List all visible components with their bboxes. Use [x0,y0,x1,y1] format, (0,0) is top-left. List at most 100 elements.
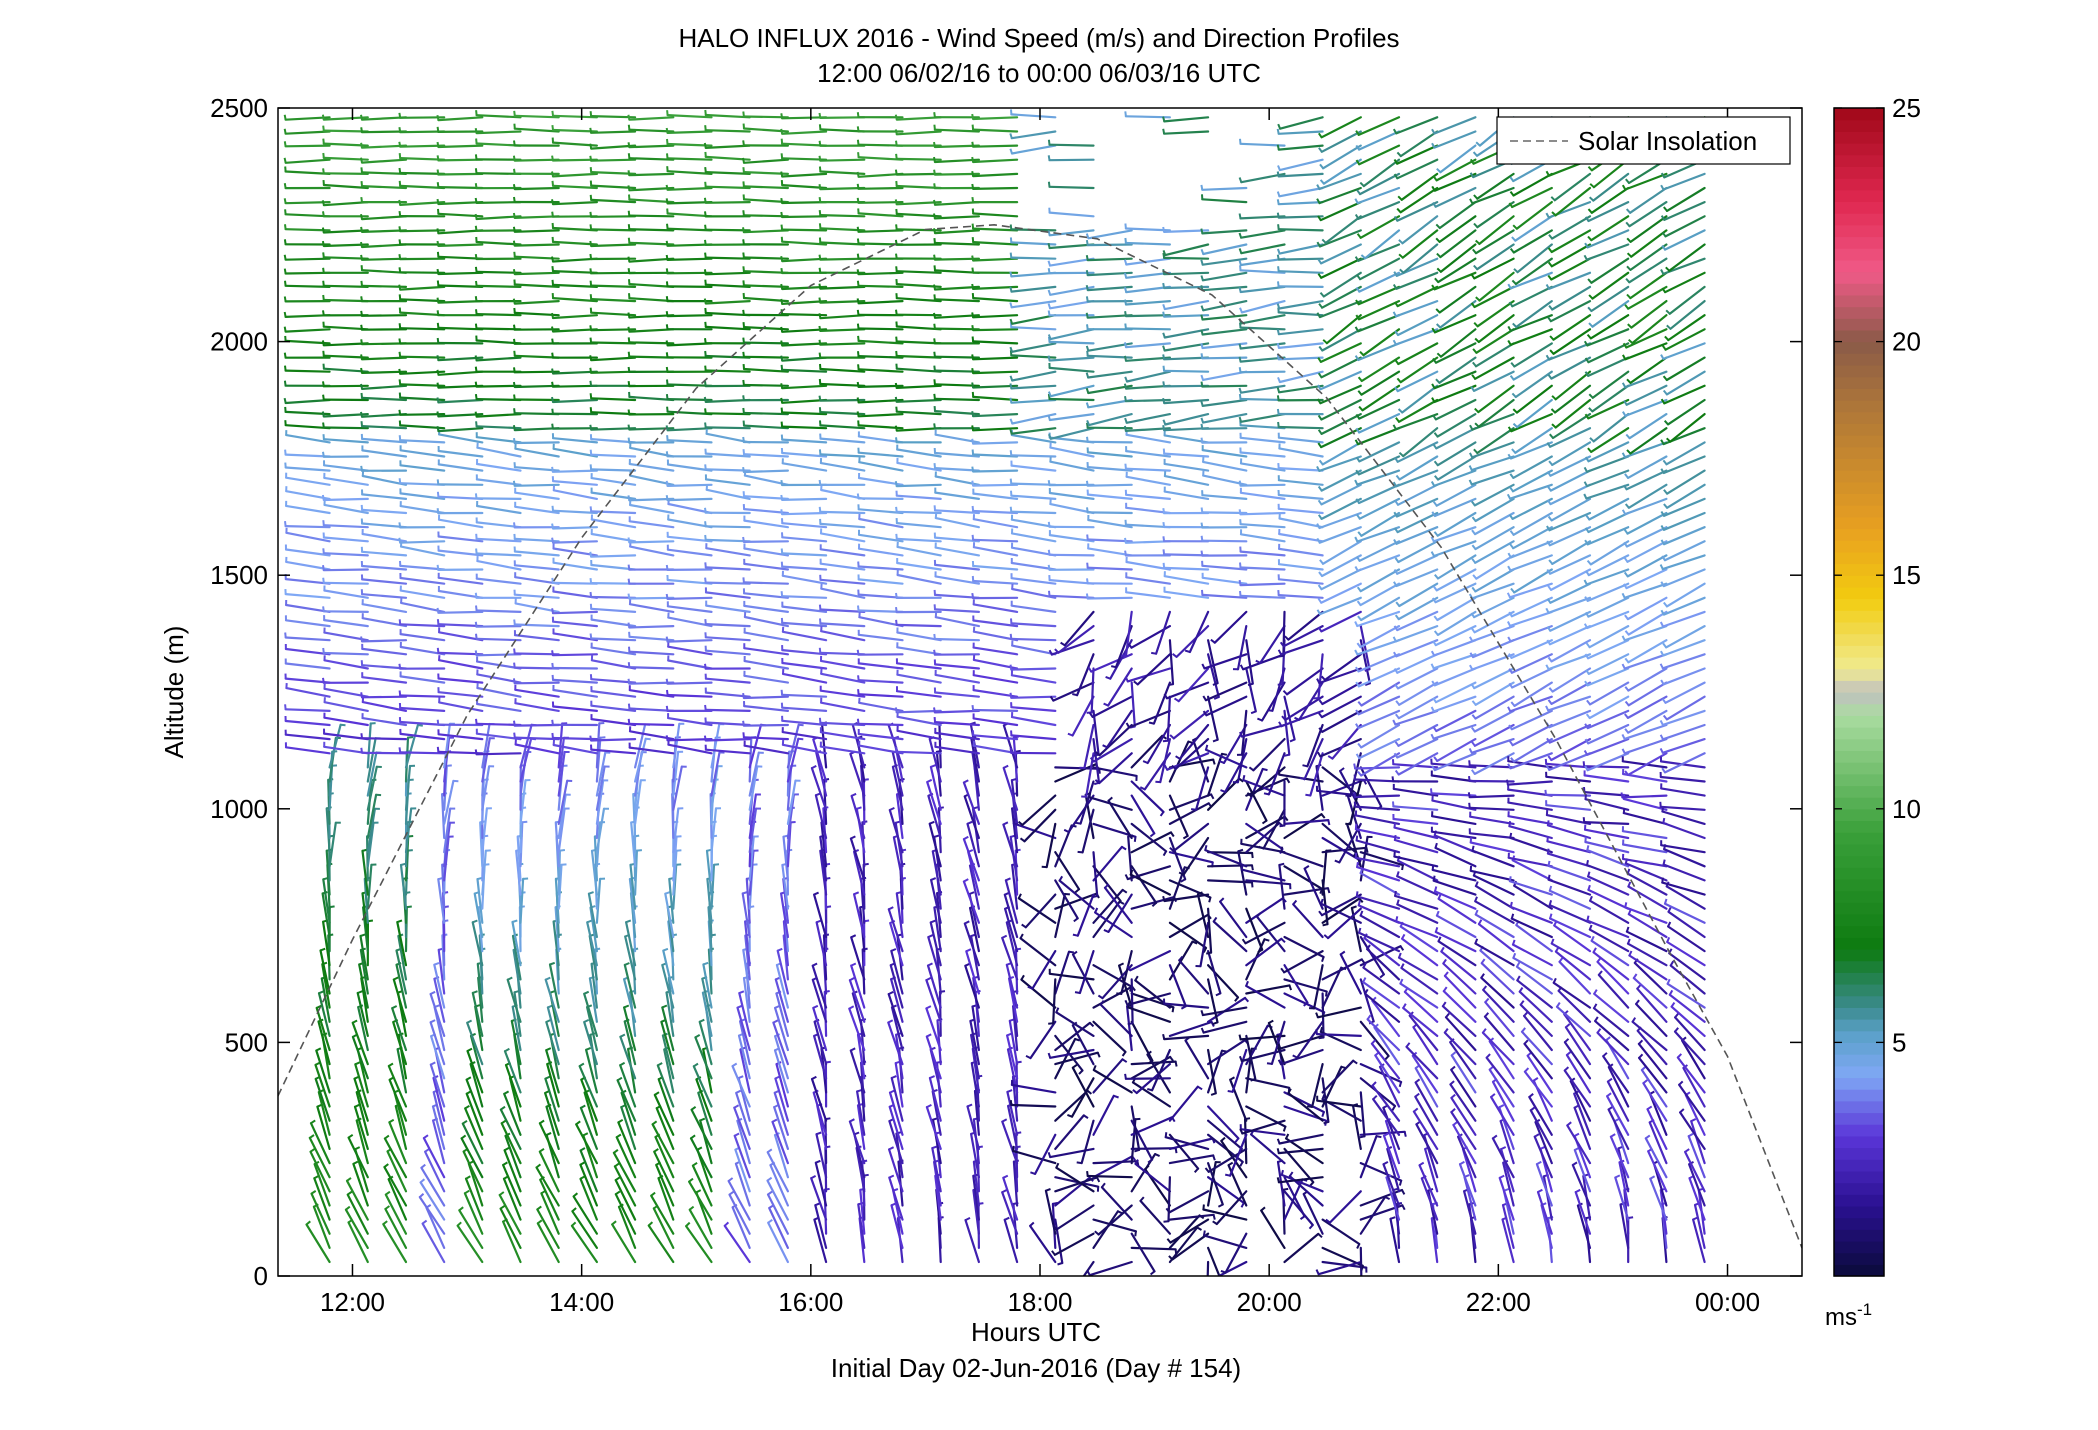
wind-barb-tick [1164,563,1165,568]
wind-barb-tick [781,509,782,514]
wind-barb-tick [1396,742,1399,746]
wind-barb-tick [781,256,782,261]
wind-barb-tick [476,382,477,387]
wind-barb-tick [1011,419,1013,424]
wind-barb-tick [1181,879,1185,881]
wind-barb-tick [1433,865,1434,870]
wind-barb-tick [692,1107,696,1110]
wind-barb-tick [927,1105,932,1107]
wind-barb-tick [1049,522,1050,527]
wind-barb-tick [552,608,553,613]
wind-barb-tick [1256,661,1261,663]
wind-barb-tick [438,182,439,187]
wind-barb-tick [850,978,854,980]
wind-barb-tick [1319,911,1322,915]
wind-barb-tick [466,1176,470,1179]
wind-barb-tick [934,352,935,357]
wind-barb [1394,819,1438,824]
wind-barb [591,739,635,740]
wind-barb [1099,1206,1132,1235]
wind-barb-tick [705,705,706,710]
wind-barb-tick [1204,1231,1205,1236]
wind-barb [1170,1087,1198,1121]
wind-barb-tick [935,463,936,468]
wind-barb-tick [1435,278,1438,282]
wind-barb [439,734,483,739]
wind-barb-tick [1358,601,1361,605]
wind-barb-tick [1049,268,1050,273]
wind-barb-tick [361,158,362,163]
wind-barb-tick [629,268,630,273]
wind-barb-tick [896,437,897,442]
wind-barb-tick [972,197,973,202]
wind-barb-tick [851,964,856,966]
wind-barb-tick [1251,711,1256,713]
wind-barb [1088,512,1132,513]
wind-barb-tick [696,1190,700,1192]
wind-barb-tick [545,1077,550,1079]
wind-barb-tick [1321,180,1324,184]
wind-barb [820,343,864,344]
wind-barb [936,548,979,556]
wind-barb-tick [1087,313,1088,318]
wind-barb [1440,202,1476,228]
wind-barb-tick [1319,487,1322,491]
wind-barb-tick [781,383,782,388]
wind-barb [859,635,903,640]
wind-barb [516,745,559,754]
wind-barb-tick [972,184,973,189]
wind-barb-tick [629,410,630,415]
wind-barb [668,598,712,599]
wind-barb-tick [705,351,706,356]
wind-barb [897,512,941,513]
wind-barb-tick [476,214,477,219]
wind-barb-tick [1104,930,1109,932]
wind-barb-tick [590,128,591,133]
wind-barb-tick [1095,908,1097,913]
wind-barb [1280,160,1323,170]
wind-barb-tick [1240,287,1241,292]
wind-barb-tick [667,268,668,273]
wind-barb-tick [799,725,804,726]
wind-barb-tick [820,396,821,401]
wind-barb [820,215,864,216]
wind-barb-tick [896,310,897,315]
wind-barb-tick [514,252,515,257]
wind-barb [1440,230,1475,257]
wind-barb-tick [307,1221,311,1224]
wind-barb-tick [973,705,974,710]
wind-barb-tick [1002,936,1007,938]
wind-barb-tick [1213,760,1215,765]
wind-barb-tick [1049,140,1050,145]
wind-barb-tick [423,1221,427,1224]
wind-barb-tick [1319,572,1322,576]
wind-barb [1241,315,1284,323]
wind-barb-tick [1127,723,1130,727]
wind-barb [859,734,903,739]
wind-barb-tick [285,269,286,274]
wind-barb [1055,1115,1084,1149]
wind-barb [574,1196,597,1233]
wind-barb-tick [576,1121,580,1124]
wind-barb-tick [514,184,515,189]
wind-barb-tick [1358,616,1361,620]
wind-barb [630,604,673,612]
wind-barb [898,547,941,556]
wind-barb [897,485,941,486]
wind-barb-tick [361,384,362,389]
wind-barb-tick [819,313,820,318]
wind-barb [935,639,979,640]
wind-barb [1279,329,1323,334]
wind-barb-tick [502,1121,506,1124]
wind-barb-tick [1401,964,1403,968]
wind-barb-tick [1359,377,1362,381]
wind-barb [1132,1234,1155,1272]
wind-barb-tick [1201,185,1202,190]
wind-barb-tick [1397,209,1400,213]
wind-barb [974,519,1017,527]
wind-barb-tick [552,524,553,529]
wind-barb-tick [667,367,668,372]
wind-barb-tick [1445,972,1448,976]
wind-barb [1444,991,1476,1022]
